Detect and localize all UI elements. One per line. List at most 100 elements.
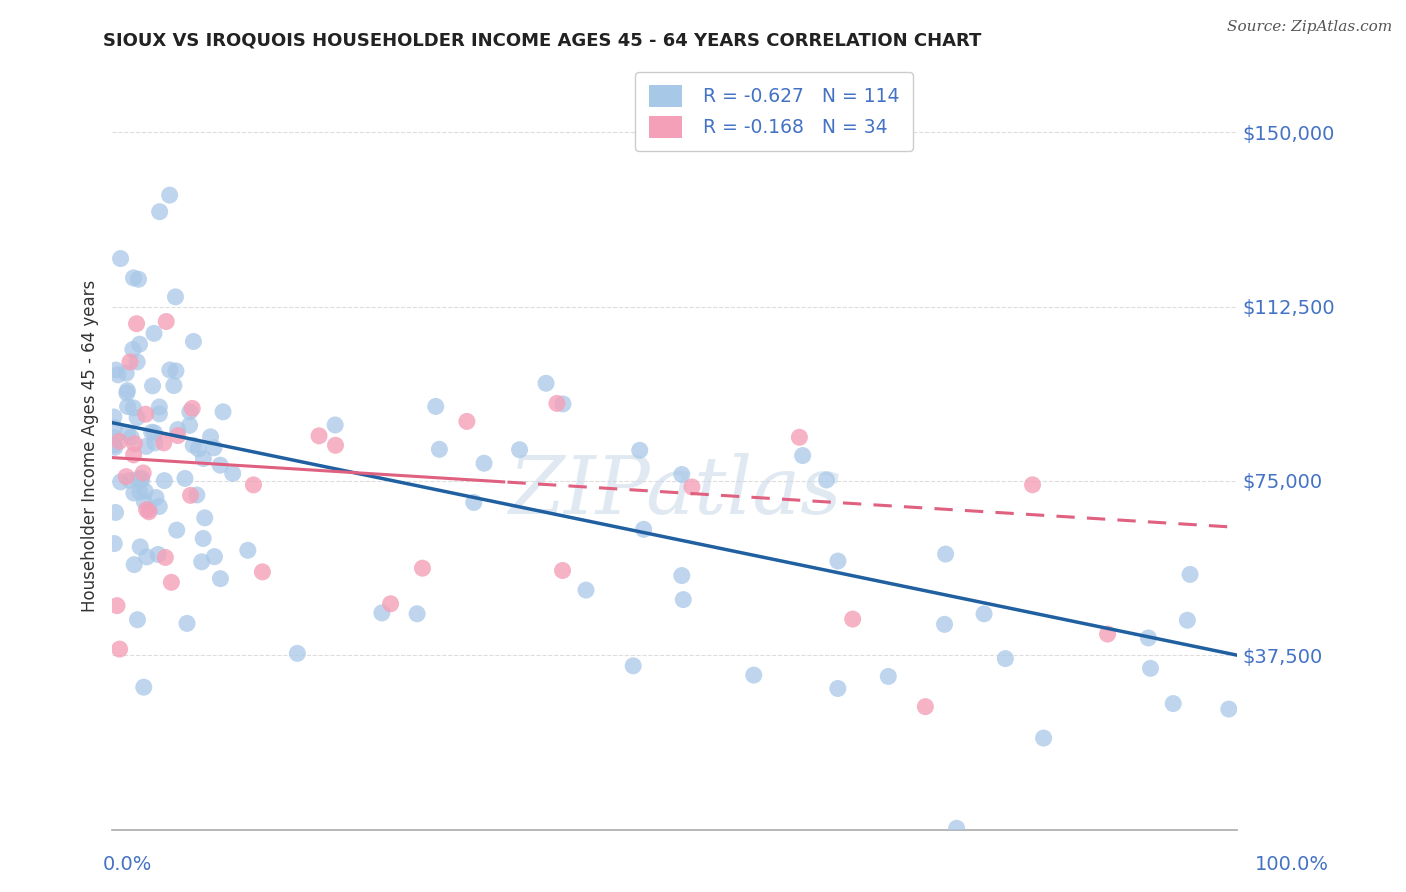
Point <box>193 451 215 466</box>
Point <box>143 326 166 341</box>
Point <box>115 469 138 483</box>
Point <box>117 384 139 398</box>
Point <box>183 334 205 349</box>
Point <box>110 252 132 266</box>
Point <box>122 271 145 285</box>
Point <box>509 442 531 457</box>
Point <box>165 364 187 378</box>
Point <box>179 405 201 419</box>
Point <box>155 550 177 565</box>
Point <box>104 506 127 520</box>
Point <box>104 363 127 377</box>
Point <box>575 583 598 598</box>
Point <box>551 564 574 578</box>
Point <box>209 458 232 472</box>
Legend:  R = -0.627   N = 114,  R = -0.168   N = 34: R = -0.627 N = 114, R = -0.168 N = 34 <box>636 72 912 151</box>
Point <box>456 414 478 428</box>
Point <box>125 317 148 331</box>
Point <box>212 405 235 419</box>
Point <box>406 607 429 621</box>
Point <box>193 532 215 546</box>
Point <box>125 410 148 425</box>
Point <box>134 484 156 499</box>
Point <box>815 473 838 487</box>
Point <box>131 473 153 487</box>
Point <box>681 480 703 494</box>
Point <box>827 554 849 568</box>
Point <box>633 522 655 536</box>
Point <box>115 386 138 401</box>
Point <box>108 642 131 657</box>
Point <box>209 572 232 586</box>
Point <box>671 467 693 482</box>
Point <box>118 474 141 488</box>
Point <box>180 488 202 502</box>
Point <box>141 425 163 440</box>
Point <box>145 491 167 505</box>
Point <box>1218 702 1240 716</box>
Point <box>945 822 967 836</box>
Point <box>1021 477 1043 491</box>
Point <box>110 475 132 489</box>
Point <box>128 337 150 351</box>
Point <box>155 314 177 328</box>
Point <box>115 366 138 380</box>
Text: SIOUX VS IROQUOIS HOUSEHOLDER INCOME AGES 45 - 64 YEARS CORRELATION CHART: SIOUX VS IROQUOIS HOUSEHOLDER INCOME AGE… <box>103 31 981 49</box>
Point <box>135 549 157 564</box>
Point <box>127 355 149 369</box>
Point <box>194 511 217 525</box>
Point <box>671 568 693 582</box>
Point <box>107 368 129 382</box>
Point <box>166 523 188 537</box>
Point <box>159 188 181 202</box>
Point <box>914 699 936 714</box>
Point <box>204 549 226 564</box>
Point <box>202 441 225 455</box>
Text: Source: ZipAtlas.com: Source: ZipAtlas.com <box>1226 20 1392 34</box>
Point <box>160 575 183 590</box>
Point <box>325 438 347 452</box>
Point <box>1137 631 1160 645</box>
Point <box>1178 567 1201 582</box>
Point <box>222 467 245 481</box>
Point <box>1139 661 1161 675</box>
Text: ZIPatlas: ZIPatlas <box>508 453 842 531</box>
Text: 100.0%: 100.0% <box>1254 855 1329 873</box>
Point <box>135 439 157 453</box>
Point <box>108 434 131 449</box>
Point <box>127 613 149 627</box>
Point <box>104 440 127 454</box>
Point <box>789 430 811 444</box>
Point <box>877 669 900 683</box>
Point <box>142 379 165 393</box>
Point <box>122 558 145 572</box>
Point <box>127 472 149 486</box>
Point <box>242 478 264 492</box>
Point <box>128 485 150 500</box>
Point <box>103 420 125 434</box>
Point <box>159 363 181 377</box>
Point <box>308 429 330 443</box>
Point <box>135 407 157 421</box>
Point <box>103 536 125 550</box>
Point <box>166 428 188 442</box>
Point <box>120 430 142 444</box>
Point <box>181 438 204 452</box>
Point <box>163 378 186 392</box>
Point <box>166 423 188 437</box>
Point <box>143 425 166 440</box>
Point <box>122 486 145 500</box>
Point <box>148 500 170 514</box>
Point <box>628 443 651 458</box>
Point <box>672 592 695 607</box>
Point <box>546 396 568 410</box>
Y-axis label: Householder Income Ages 45 - 64 years: Householder Income Ages 45 - 64 years <box>80 280 98 612</box>
Point <box>621 658 644 673</box>
Point <box>425 400 447 414</box>
Point <box>463 495 485 509</box>
Point <box>994 651 1017 665</box>
Point <box>186 488 208 502</box>
Point <box>179 418 201 433</box>
Point <box>1097 627 1119 641</box>
Point <box>935 547 957 561</box>
